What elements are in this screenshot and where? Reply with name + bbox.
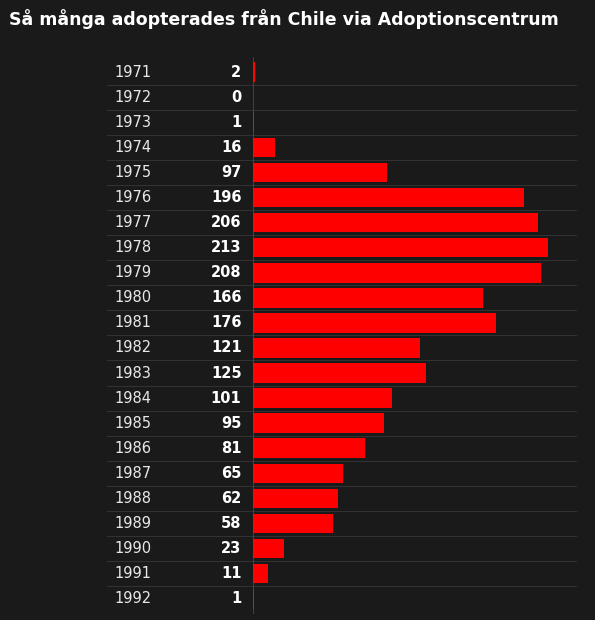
Text: 208: 208: [211, 265, 242, 280]
Text: 213: 213: [211, 240, 242, 255]
Text: 206: 206: [211, 215, 242, 230]
Text: 1991: 1991: [114, 566, 151, 581]
Text: 1972: 1972: [114, 90, 151, 105]
Text: 1983: 1983: [114, 366, 151, 381]
Text: 1987: 1987: [114, 466, 151, 481]
Text: 1: 1: [231, 591, 242, 606]
Text: 65: 65: [221, 466, 242, 481]
Bar: [252, 388, 393, 408]
Text: 1974: 1974: [114, 140, 151, 155]
Bar: [252, 213, 538, 232]
Bar: [252, 338, 420, 358]
Text: 1985: 1985: [114, 415, 151, 431]
Text: 1980: 1980: [114, 290, 151, 305]
Bar: [252, 589, 254, 609]
Text: 1: 1: [231, 115, 242, 130]
Bar: [252, 188, 524, 207]
Text: 1982: 1982: [114, 340, 151, 355]
Text: 1986: 1986: [114, 441, 151, 456]
Text: 125: 125: [211, 366, 242, 381]
Text: 1979: 1979: [114, 265, 151, 280]
Bar: [252, 288, 483, 308]
Bar: [252, 489, 339, 508]
Bar: [252, 162, 387, 182]
Text: 196: 196: [211, 190, 242, 205]
Bar: [252, 514, 333, 533]
Text: 95: 95: [221, 415, 242, 431]
Bar: [252, 363, 426, 383]
Text: 166: 166: [211, 290, 242, 305]
Text: 1984: 1984: [114, 391, 151, 405]
Text: 1975: 1975: [114, 165, 151, 180]
Text: 16: 16: [221, 140, 242, 155]
Text: 1992: 1992: [114, 591, 151, 606]
Text: 81: 81: [221, 441, 242, 456]
Text: 62: 62: [221, 491, 242, 506]
Bar: [252, 564, 268, 583]
Text: 11: 11: [221, 566, 242, 581]
Text: 23: 23: [221, 541, 242, 556]
Text: 97: 97: [221, 165, 242, 180]
Text: 1989: 1989: [114, 516, 151, 531]
Bar: [252, 112, 254, 132]
Bar: [252, 539, 284, 559]
Bar: [252, 438, 365, 458]
Text: 1981: 1981: [114, 316, 151, 330]
Text: 0: 0: [231, 90, 242, 105]
Text: 121: 121: [211, 340, 242, 355]
Text: 1988: 1988: [114, 491, 151, 506]
Bar: [252, 414, 384, 433]
Text: 1971: 1971: [114, 64, 151, 79]
Bar: [252, 464, 343, 483]
Text: Så många adopterades från Chile via Adoptionscentrum: Så många adopterades från Chile via Adop…: [9, 9, 559, 29]
Text: 1978: 1978: [114, 240, 151, 255]
Bar: [252, 313, 496, 333]
Bar: [252, 62, 255, 82]
Bar: [252, 138, 275, 157]
Text: 1976: 1976: [114, 190, 151, 205]
Text: 2: 2: [231, 64, 242, 79]
Text: 1973: 1973: [114, 115, 151, 130]
Text: 176: 176: [211, 316, 242, 330]
Bar: [252, 238, 547, 257]
Bar: [252, 263, 541, 283]
Text: 101: 101: [211, 391, 242, 405]
Text: 1977: 1977: [114, 215, 151, 230]
Text: 58: 58: [221, 516, 242, 531]
Text: 1990: 1990: [114, 541, 151, 556]
